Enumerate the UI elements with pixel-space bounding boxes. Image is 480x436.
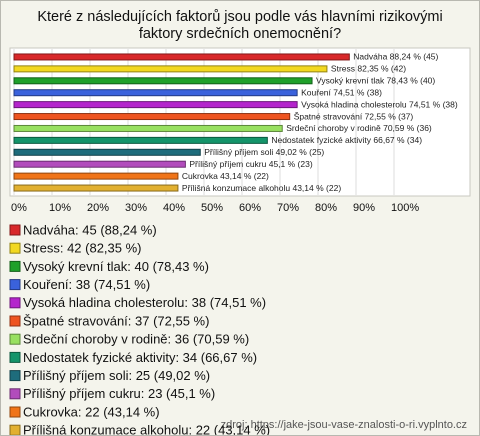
x-tick-label: 100% — [391, 202, 419, 214]
bar — [13, 148, 201, 156]
x-tick-label: 70% — [277, 202, 299, 214]
bar — [13, 89, 298, 97]
x-tick-label: 20% — [87, 202, 109, 214]
x-tick-label: 90% — [353, 202, 375, 214]
legend-swatch — [9, 333, 21, 345]
legend-label: Srdeční choroby v rodině: 36 (70,59 %) — [23, 332, 249, 347]
bar-value-label: Nedostatek fyzické aktivity 66,67 % (34) — [271, 135, 422, 145]
legend-swatch — [9, 242, 21, 254]
bar — [13, 65, 328, 73]
legend-label: Přílišná konzumace alkoholu: 22 (43,14 %… — [23, 423, 270, 435]
legend-swatch — [9, 224, 21, 236]
x-tick-label: 80% — [315, 202, 337, 214]
bar — [13, 160, 186, 168]
legend-swatch — [9, 406, 21, 418]
x-tick-label: 60% — [239, 202, 261, 214]
bar — [13, 136, 268, 144]
legend-label: Stress: 42 (82,35 %) — [23, 241, 142, 256]
bar-value-label: Cukrovka 43,14 % (22) — [182, 171, 269, 181]
legend-swatch — [9, 260, 21, 272]
legend-label: Špatné stravování: 37 (72,55 %) — [23, 313, 209, 328]
legend-swatch — [9, 351, 21, 363]
legend-swatch — [9, 388, 21, 400]
bar-value-label: Nadváha 88,24 % (45) — [353, 52, 438, 62]
bar — [13, 124, 283, 132]
bar-value-label: Vysoká hladina cholesterolu 74,51 % (38) — [301, 99, 458, 109]
bar-value-label: Špatné stravování 72,55 % (37) — [294, 111, 414, 121]
legend-swatch — [9, 315, 21, 327]
legend-swatch — [9, 370, 21, 382]
legend-label: Vysoká hladina cholesterolu: 38 (74,51 %… — [23, 295, 266, 310]
legend-label: Přílišný příjem soli: 25 (49,02 %) — [23, 368, 210, 383]
legend-label: Kouření: 38 (74,51 %) — [23, 277, 150, 292]
bar-value-label: Stress 82,35 % (42) — [331, 64, 406, 74]
bar-value-label: Přílišný příjem soli 49,02 % (25) — [204, 147, 324, 157]
x-tick-label: 30% — [125, 202, 147, 214]
bar — [13, 113, 291, 121]
legend-swatch — [9, 279, 21, 291]
legend-label: Cukrovka: 22 (43,14 %) — [23, 404, 160, 419]
x-tick-label: 50% — [201, 202, 223, 214]
legend-label: Vysoký krevní tlak: 40 (78,43 %) — [23, 259, 209, 274]
legend-label: Přílišný příjem cukru: 23 (45,1 %) — [23, 386, 215, 401]
bar-value-label: Kouření 74,51 % (38) — [301, 87, 382, 97]
bar-value-label: Srdeční choroby v rodině 70,59 % (36) — [286, 123, 432, 133]
bar-value-label: Přílišná konzumace alkoholu 43,14 % (22) — [182, 183, 341, 193]
plot-area — [9, 47, 471, 197]
bar — [13, 53, 350, 61]
chart-title: Které z následujících faktorů jsou podle… — [37, 9, 443, 42]
bar — [13, 172, 179, 180]
legend-swatch — [9, 297, 21, 309]
bar-value-label: Vysoký krevní tlak 78,43 % (40) — [316, 76, 435, 86]
legend-label: Nedostatek fyzické aktivity: 34 (66,67 %… — [23, 350, 257, 365]
legend-label: Nadváha: 45 (88,24 %) — [23, 222, 157, 237]
x-tick-label: 40% — [163, 202, 185, 214]
source-note: zdroj: https://jake-jsou-vase-znalosti-o… — [221, 419, 467, 431]
x-tick-label: 0% — [11, 202, 27, 214]
bar — [13, 184, 179, 192]
bar-value-label: Přílišný příjem cukru 45,1 % (23) — [189, 159, 312, 169]
bar — [13, 77, 313, 85]
x-tick-label: 10% — [49, 202, 71, 214]
bar — [13, 101, 298, 109]
legend-swatch — [9, 424, 21, 435]
